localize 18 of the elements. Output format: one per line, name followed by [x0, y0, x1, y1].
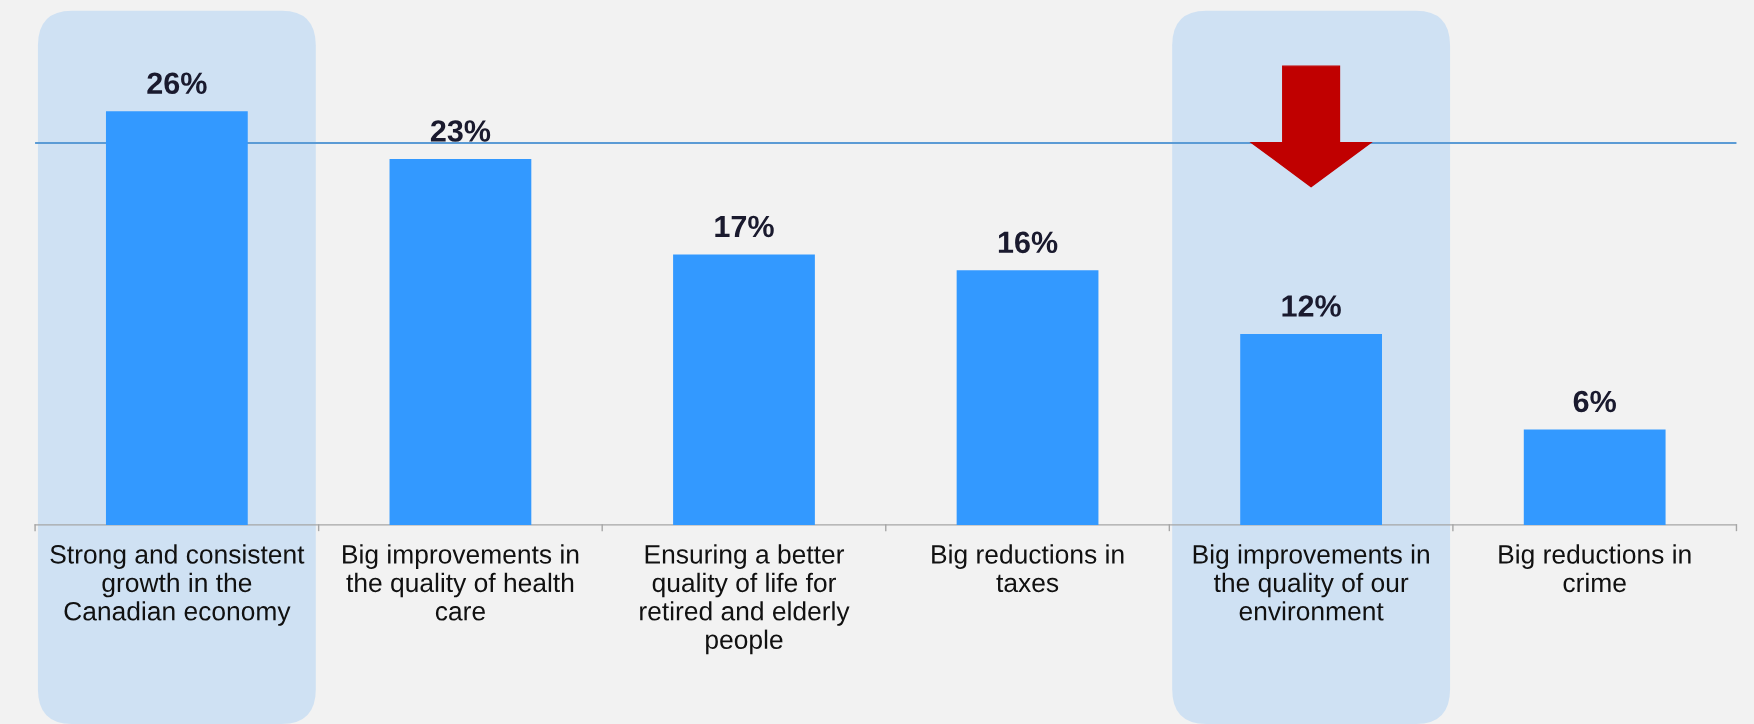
bar — [1240, 333, 1383, 525]
data-label: 16% — [998, 231, 1058, 254]
bar — [105, 111, 248, 525]
x-tick-label: Big reductions in taxes — [932, 544, 1124, 593]
x-tick-label: Big improvements in the quality of our environment — [1193, 544, 1429, 621]
x-tick-label: Big improvements in the quality of health care — [343, 544, 579, 621]
bar — [673, 254, 815, 525]
bar — [1523, 429, 1666, 525]
x-tick-label: Strong and consistent growth in the Canadian economy — [50, 544, 305, 626]
data-label: 26% — [147, 72, 207, 95]
bar — [389, 158, 532, 525]
data-label: 6% — [1573, 390, 1616, 413]
bar — [956, 270, 1099, 525]
data-label: 23% — [430, 120, 491, 142]
x-tick-label: Ensuring a better quality of life for retired and elderly people — [640, 544, 850, 655]
x-tick-label: Big reductions in crime — [1499, 544, 1691, 593]
data-label: 17% — [715, 215, 774, 238]
data-label: 12% — [1282, 295, 1341, 317]
